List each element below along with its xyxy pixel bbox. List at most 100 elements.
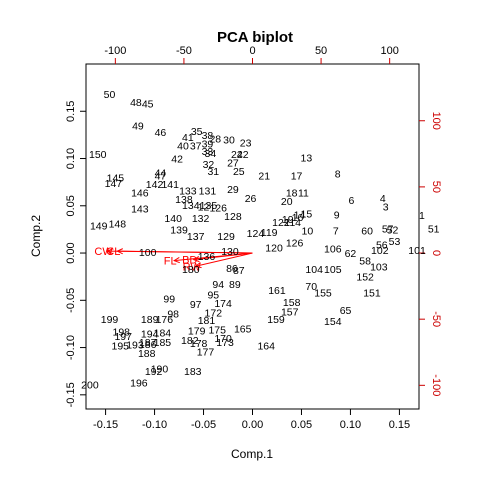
score-point: 15	[301, 208, 313, 220]
score-point: 94	[212, 279, 224, 291]
score-point: 138	[175, 194, 193, 206]
score-point: 95	[207, 290, 219, 302]
score-point: 173	[216, 337, 234, 349]
score-point: 146	[131, 188, 149, 200]
x-tick-label: 0.15	[389, 419, 410, 431]
score-point: 198	[112, 326, 130, 338]
score-point: 87	[233, 265, 245, 277]
score-point: 45	[142, 99, 154, 111]
score-point: 101	[408, 245, 426, 257]
score-point: 186	[139, 339, 157, 351]
score-point: 24	[231, 149, 243, 161]
vector-label: CL	[106, 246, 120, 258]
score-point: 136	[198, 251, 216, 263]
score-point: 11	[298, 188, 309, 200]
score-point: 187	[139, 337, 157, 349]
score-point: 12	[198, 202, 210, 214]
score-point: 57	[382, 223, 394, 235]
score-point: 122	[272, 217, 290, 229]
score-point: 199	[101, 314, 119, 326]
vector-label: CW	[94, 246, 113, 258]
score-point: 10	[302, 225, 314, 237]
score-point: 104	[305, 264, 323, 276]
score-point: 18	[286, 188, 298, 200]
top-tick-label: 100	[380, 45, 398, 57]
right-tick-label: -50	[430, 311, 442, 327]
score-point: 152	[356, 272, 374, 284]
score-point: 196	[130, 378, 148, 390]
score-point: 188	[138, 348, 156, 360]
score-point: 13	[301, 153, 313, 165]
score-point: 105	[324, 264, 342, 276]
right-tick-label: 100	[430, 112, 442, 130]
right-tick-label: 0	[430, 250, 442, 256]
score-point: 197	[114, 331, 132, 343]
score-point: 193	[126, 340, 144, 352]
score-point: 23	[240, 137, 252, 149]
score-point: 41	[182, 132, 194, 144]
score-point: 142	[146, 179, 164, 191]
score-point: 192	[145, 366, 163, 378]
score-point: 181	[198, 315, 216, 327]
score-point: 37	[190, 140, 202, 152]
y-tick-label: 0.00	[65, 242, 77, 263]
score-point: 124	[247, 228, 265, 240]
score-point: 35	[191, 126, 203, 138]
score-point: 62	[345, 248, 357, 260]
score-point: 178	[190, 338, 208, 350]
score-point: 48	[130, 97, 142, 109]
score-point: 114	[284, 217, 301, 229]
score-point: 100	[139, 247, 157, 259]
vector-label: FL	[164, 256, 177, 268]
score-point: 51	[428, 223, 440, 235]
score-point: 103	[370, 261, 388, 273]
score-point: 86	[226, 263, 238, 275]
score-point: 129	[217, 231, 235, 243]
score-point: 52	[387, 224, 399, 236]
score-point: 60	[361, 225, 373, 237]
vector-label: RW	[183, 261, 202, 273]
top-tick-label: -100	[104, 45, 126, 57]
score-point: 157	[281, 307, 299, 319]
score-point: 151	[363, 288, 381, 300]
score-point: 158	[283, 297, 301, 309]
score-point: 120	[265, 242, 283, 254]
score-point: 89	[229, 279, 241, 291]
score-point: 31	[207, 166, 219, 178]
score-point: 3	[383, 202, 389, 214]
score-point: 170	[214, 333, 232, 345]
score-point: 49	[132, 120, 144, 132]
score-point: 135	[200, 200, 218, 212]
score-point: 159	[267, 314, 285, 326]
score-point: 44	[155, 168, 167, 180]
score-point: 132	[192, 213, 210, 225]
score-point: 126	[286, 238, 304, 250]
score-point: 189	[141, 314, 159, 326]
top-tick-label: 50	[315, 45, 327, 57]
y-axis-title: Comp.2	[29, 215, 43, 257]
x-tick-label: 0.05	[291, 419, 312, 431]
score-point: 145	[107, 172, 125, 184]
score-point: 141	[161, 179, 179, 191]
score-point: 33	[202, 146, 214, 158]
vector-cl	[117, 250, 253, 254]
score-point: 4	[380, 193, 386, 205]
score-point: 21	[258, 171, 270, 183]
score-point: 46	[155, 127, 167, 139]
vector-arrowhead	[194, 262, 202, 269]
score-point: 65	[340, 305, 352, 317]
score-point: 194	[141, 328, 159, 340]
score-point: 164	[257, 341, 275, 353]
y-tick-label: -0.10	[65, 335, 77, 360]
vector-arrowhead	[116, 248, 123, 255]
score-point: 179	[188, 326, 206, 338]
x-tick-label: -0.15	[93, 419, 118, 431]
score-point: 155	[314, 288, 332, 300]
score-point: 58	[359, 256, 371, 268]
score-point: 190	[151, 363, 169, 375]
score-point: 53	[389, 236, 401, 248]
vector-arrowhead	[192, 256, 200, 263]
